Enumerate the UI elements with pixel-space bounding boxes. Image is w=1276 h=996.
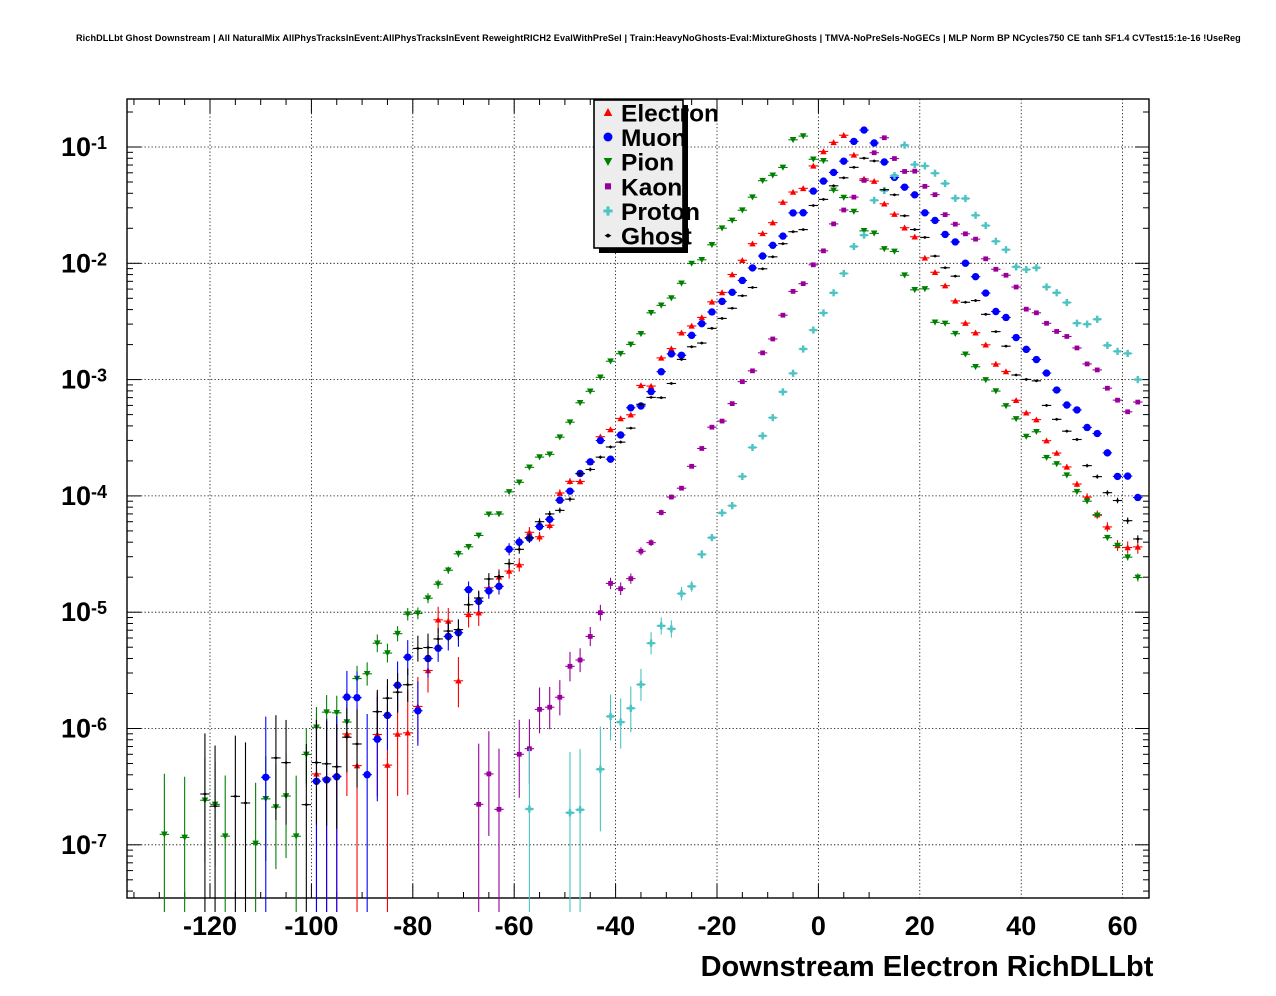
svg-text:Ghost: Ghost — [621, 224, 692, 251]
svg-text:10-6: 10-6 — [61, 714, 107, 744]
svg-text:20: 20 — [905, 911, 935, 941]
svg-text:Pion: Pion — [621, 150, 674, 177]
svg-text:Kaon: Kaon — [621, 174, 682, 201]
svg-text:10-1: 10-1 — [61, 132, 107, 162]
svg-text:10-5: 10-5 — [61, 597, 107, 627]
svg-text:-60: -60 — [495, 911, 534, 941]
svg-text:10-2: 10-2 — [61, 248, 107, 278]
svg-text:10-7: 10-7 — [61, 830, 107, 860]
svg-text:-40: -40 — [596, 911, 635, 941]
svg-text:40: 40 — [1006, 911, 1036, 941]
svg-text:Muon: Muon — [621, 125, 686, 152]
svg-text:10-3: 10-3 — [61, 365, 107, 395]
svg-text:-20: -20 — [697, 911, 736, 941]
svg-text:Downstream Electron RichDLLbt: Downstream Electron RichDLLbt — [701, 951, 1154, 983]
svg-text:-100: -100 — [284, 911, 338, 941]
svg-text:Proton: Proton — [621, 199, 700, 226]
svg-text:60: 60 — [1108, 911, 1138, 941]
svg-text:-80: -80 — [393, 911, 432, 941]
svg-text:Electron: Electron — [621, 100, 719, 127]
svg-text:0: 0 — [811, 911, 826, 941]
svg-text:-120: -120 — [183, 911, 237, 941]
svg-text:10-4: 10-4 — [61, 481, 107, 511]
